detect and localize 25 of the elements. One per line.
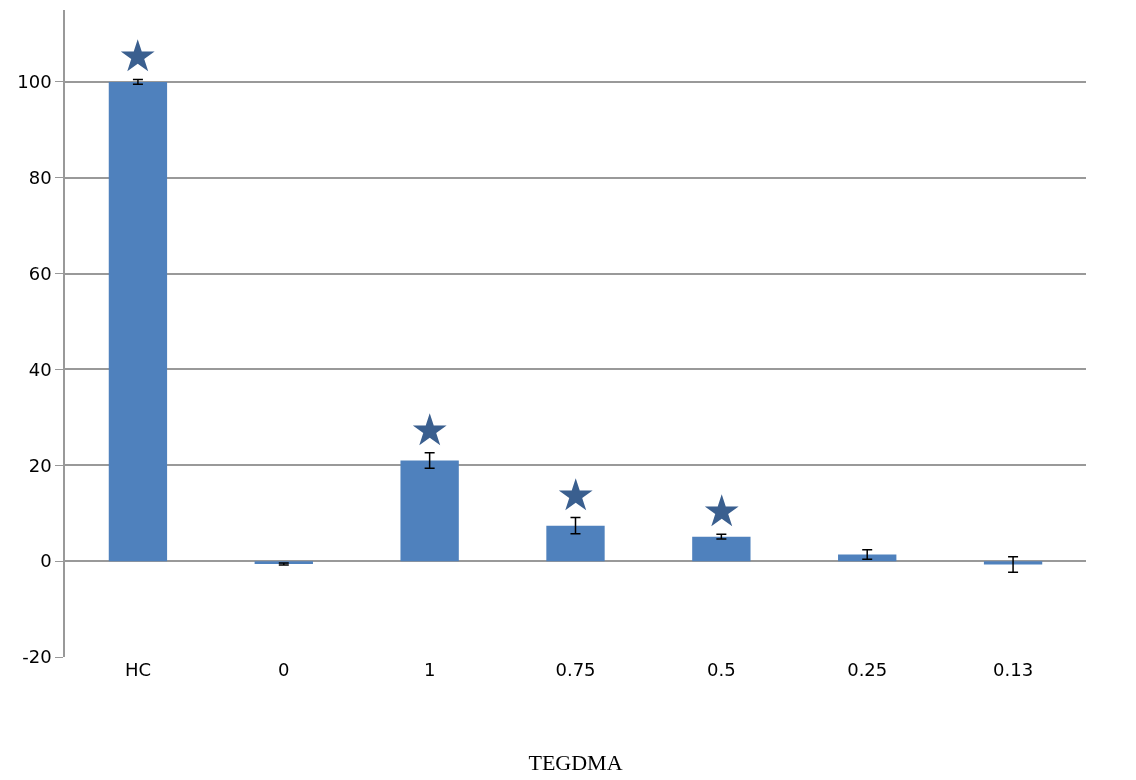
y-tick-label: 0 xyxy=(40,550,52,572)
y-tick-label: 80 xyxy=(28,167,52,189)
bar xyxy=(983,561,1043,565)
x-tick-label: 0.75 xyxy=(555,659,596,680)
x-tick-label: 0.5 xyxy=(707,659,736,680)
data-label: ★ xyxy=(556,469,596,520)
bar xyxy=(692,536,751,562)
x-axis-title: TEGDMA xyxy=(528,749,623,775)
x-tick-label: 0 xyxy=(278,659,290,680)
x-tick-label: 1 xyxy=(423,659,436,680)
y-tick-label: 40 xyxy=(28,358,52,380)
data-label: ★ xyxy=(702,485,742,536)
bar xyxy=(400,460,459,562)
bar xyxy=(838,554,897,562)
x-tick-label: 0.25 xyxy=(847,659,888,680)
y-tick-label: 60 xyxy=(28,262,52,284)
y-tick-label: 20 xyxy=(28,454,52,476)
bar xyxy=(546,525,605,562)
x-tick-label: 0.13 xyxy=(993,659,1034,680)
bar xyxy=(108,81,168,562)
x-tick-label: HC xyxy=(124,659,151,680)
y-tick-label: 100 xyxy=(17,71,52,93)
data-label: ★ xyxy=(118,30,158,81)
y-tick-label: -20 xyxy=(22,646,52,668)
data-label: ★ xyxy=(410,404,450,455)
